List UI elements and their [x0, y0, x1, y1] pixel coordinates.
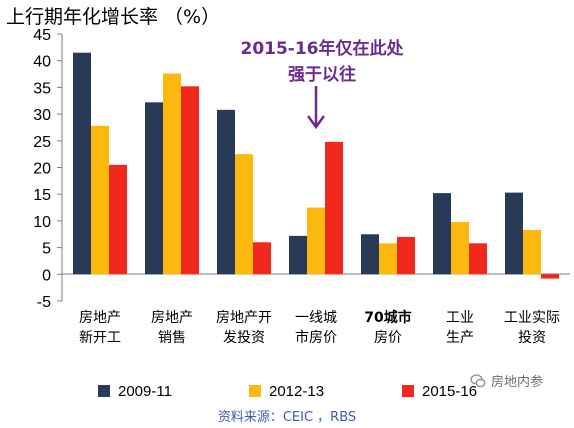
x-tick-label: 新开工 — [79, 330, 121, 346]
source-note: 资料来源：CEIC ，RBS — [217, 410, 357, 425]
x-tick-label: 70城市 — [364, 309, 411, 326]
annotation: 2015-16年仅在此处 强于以往 — [240, 38, 405, 130]
bar-2009-11-cat-1 — [145, 102, 163, 275]
watermark-text: 房地内参 — [491, 375, 544, 390]
y-tick-label: 10 — [33, 214, 51, 231]
legend-swatch — [249, 385, 261, 397]
x-tick-label: 房地产开 — [216, 310, 272, 326]
legend-item-2012-13: 2012-13 — [249, 380, 324, 402]
bar-2012-13-cat-0 — [91, 125, 109, 275]
legend-item-2015-16: 2015-16 — [402, 380, 477, 402]
legend-item-2009-11: 2009-11 — [98, 380, 172, 402]
wechat-icon — [470, 373, 486, 387]
annotation-arrow — [306, 86, 326, 130]
x-tick-label: 投资 — [518, 330, 546, 346]
chart: 上行期年化增长率 （%） -5 0 5 10 15 20 25 30 35 40 45 房地产新开工… — [6, 6, 570, 346]
x-tick-label: 房地产 — [151, 310, 193, 326]
y-axis-ticks: -5 0 5 10 15 20 25 30 35 40 45 — [33, 27, 62, 311]
x-tick-label: 房地产 — [79, 310, 121, 326]
y-tick-label: 25 — [33, 134, 51, 151]
annotation-line-2: 强于以往 — [288, 64, 356, 85]
y-tick-label: 0 — [42, 267, 51, 284]
x-tick-label: 工业实际 — [504, 310, 560, 326]
x-tick-label: 一线城 — [295, 310, 337, 326]
y-tick-label: -5 — [37, 294, 51, 311]
bar-2012-13-cat-4 — [379, 243, 397, 275]
bar-2015-16-cat-6 — [541, 274, 559, 279]
legend-swatch — [98, 385, 110, 397]
bar-2015-16-cat-2 — [253, 242, 271, 275]
bar-2009-11-cat-0 — [73, 52, 91, 275]
bar-2009-11-cat-3 — [289, 235, 307, 275]
y-tick-label: 45 — [33, 27, 51, 44]
bar-2015-16-cat-5 — [469, 243, 487, 275]
bar-2012-13-cat-5 — [451, 221, 469, 275]
bar-2015-16-cat-0 — [109, 164, 127, 275]
bar-2015-16-cat-4 — [397, 236, 415, 275]
legend-label: 2012-13 — [269, 382, 325, 400]
legend-label: 2015-16 — [422, 382, 478, 400]
x-tick-label: 工业 — [446, 310, 474, 326]
bar-2012-13-cat-2 — [235, 154, 253, 275]
legend-swatch — [402, 385, 414, 397]
legend-label: 2009-11 — [118, 382, 172, 400]
y-tick-label: 30 — [33, 107, 51, 124]
bar-2012-13-cat-3 — [307, 207, 325, 275]
bar-2015-16-cat-1 — [181, 86, 199, 275]
bar-2009-11-cat-6 — [505, 192, 523, 275]
watermark: 房地内参 — [470, 371, 543, 390]
bar-2009-11-cat-4 — [361, 234, 379, 275]
bar-2009-11-cat-2 — [217, 109, 235, 275]
y-tick-label: 5 — [42, 241, 51, 258]
x-tick-label: 市房价 — [295, 329, 337, 346]
x-tick-label: 房价 — [374, 330, 402, 346]
y-tick-label: 20 — [33, 161, 51, 178]
bar-2009-11-cat-5 — [433, 193, 451, 275]
x-tick-label: 发投资 — [223, 330, 265, 346]
x-tick-label: 生产 — [446, 330, 474, 346]
legend: 2009-11 2012-13 2015-16 — [0, 380, 574, 402]
bars — [73, 52, 559, 279]
bar-2012-13-cat-6 — [523, 229, 541, 275]
y-tick-label: 15 — [33, 187, 51, 204]
bar-2012-13-cat-1 — [163, 73, 181, 275]
bar-2015-16-cat-3 — [325, 141, 343, 275]
annotation-line-1: 2015-16年仅在此处 — [240, 38, 404, 59]
x-tick-label: 销售 — [158, 330, 186, 346]
chart-title: 上行期年化增长率 （%） — [6, 6, 220, 28]
y-tick-label: 35 — [33, 80, 51, 97]
y-tick-label: 40 — [33, 54, 51, 71]
